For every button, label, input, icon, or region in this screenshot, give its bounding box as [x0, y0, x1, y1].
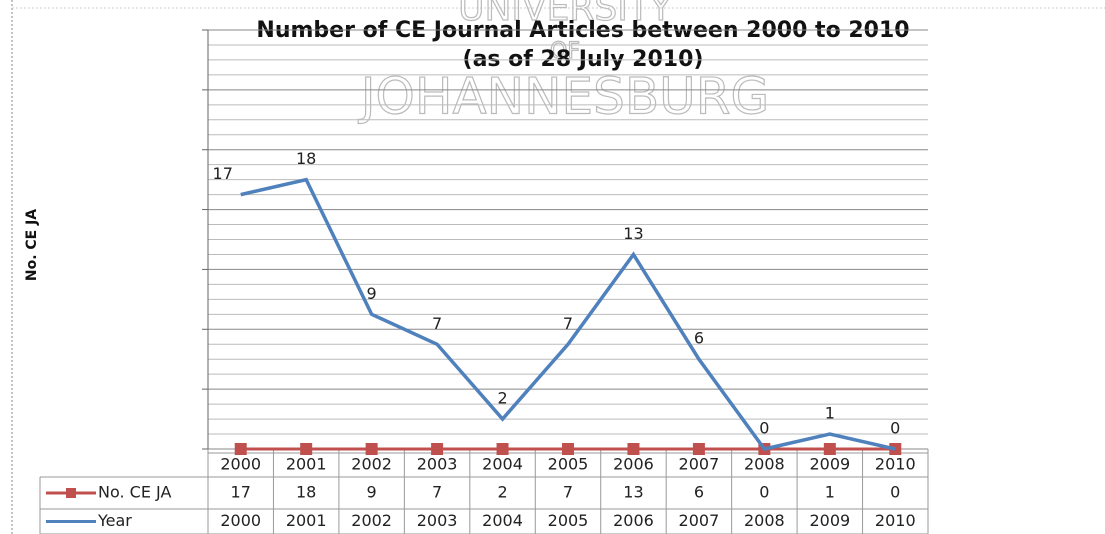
marker — [627, 443, 640, 455]
table-value: 18 — [296, 483, 316, 502]
marker — [234, 443, 247, 455]
table-value: 2007 — [679, 511, 720, 530]
data-label: 7 — [432, 314, 442, 333]
marker — [431, 443, 444, 455]
legend-marker — [66, 488, 76, 498]
data-label: 7 — [563, 314, 573, 333]
line — [240, 177, 896, 451]
marker — [300, 443, 313, 455]
x-tick-label: 2002 — [351, 455, 392, 474]
x-tick-label: 2009 — [809, 455, 850, 474]
marker — [562, 443, 574, 455]
table-value: 0 — [759, 483, 769, 502]
table-value: 17 — [231, 483, 251, 502]
table-value: 0 — [890, 483, 900, 502]
table-value: 2 — [497, 483, 507, 502]
x-tick-label: 2007 — [679, 455, 720, 474]
legend-label: No. CE JA — [98, 483, 171, 502]
data-label: 17 — [213, 164, 233, 183]
table-value: 9 — [367, 483, 377, 502]
legend-label: Year — [97, 511, 132, 530]
data-label: 1 — [825, 404, 835, 423]
data-label: 0 — [759, 419, 769, 438]
data-label: 13 — [623, 224, 643, 243]
marker — [496, 443, 509, 455]
table-value: 2010 — [875, 511, 916, 530]
data-label: 9 — [367, 284, 377, 303]
x-tick-label: 2003 — [417, 455, 458, 474]
data-label: 18 — [296, 149, 316, 168]
data-label: 0 — [890, 419, 900, 438]
table-value: 2005 — [548, 511, 589, 530]
table-value: 2000 — [220, 511, 261, 530]
x-tick-label: 2001 — [286, 455, 327, 474]
marker — [823, 443, 836, 455]
x-tick-label: 2010 — [875, 455, 916, 474]
table-value: 1 — [825, 483, 835, 502]
watermark: UNIVERSITY — [458, 0, 673, 29]
table-value: 2002 — [351, 511, 392, 530]
data-label: 2 — [497, 389, 507, 408]
table-value: 2009 — [809, 511, 850, 530]
x-tick-label: 2006 — [613, 455, 654, 474]
x-tick-label: 2004 — [482, 455, 523, 474]
table-value: 6 — [694, 483, 704, 502]
marker — [692, 443, 705, 455]
table-value: 2008 — [744, 511, 785, 530]
marker — [365, 443, 378, 455]
watermark: JOHANNESBURG — [358, 68, 769, 126]
table-value: 2006 — [613, 511, 654, 530]
x-tick-label: 2008 — [744, 455, 785, 474]
x-tick-label: 2000 — [220, 455, 261, 474]
table-value: 2004 — [482, 511, 523, 530]
x-tick-label: 2005 — [548, 455, 589, 474]
data-label: 6 — [694, 329, 704, 348]
y-axis-label: No. CE JA — [24, 209, 40, 281]
table-value: 7 — [432, 483, 442, 502]
table-value: 2003 — [417, 511, 458, 530]
table-value: 7 — [563, 483, 573, 502]
table-value: 2001 — [286, 511, 327, 530]
table-value: 13 — [623, 483, 643, 502]
